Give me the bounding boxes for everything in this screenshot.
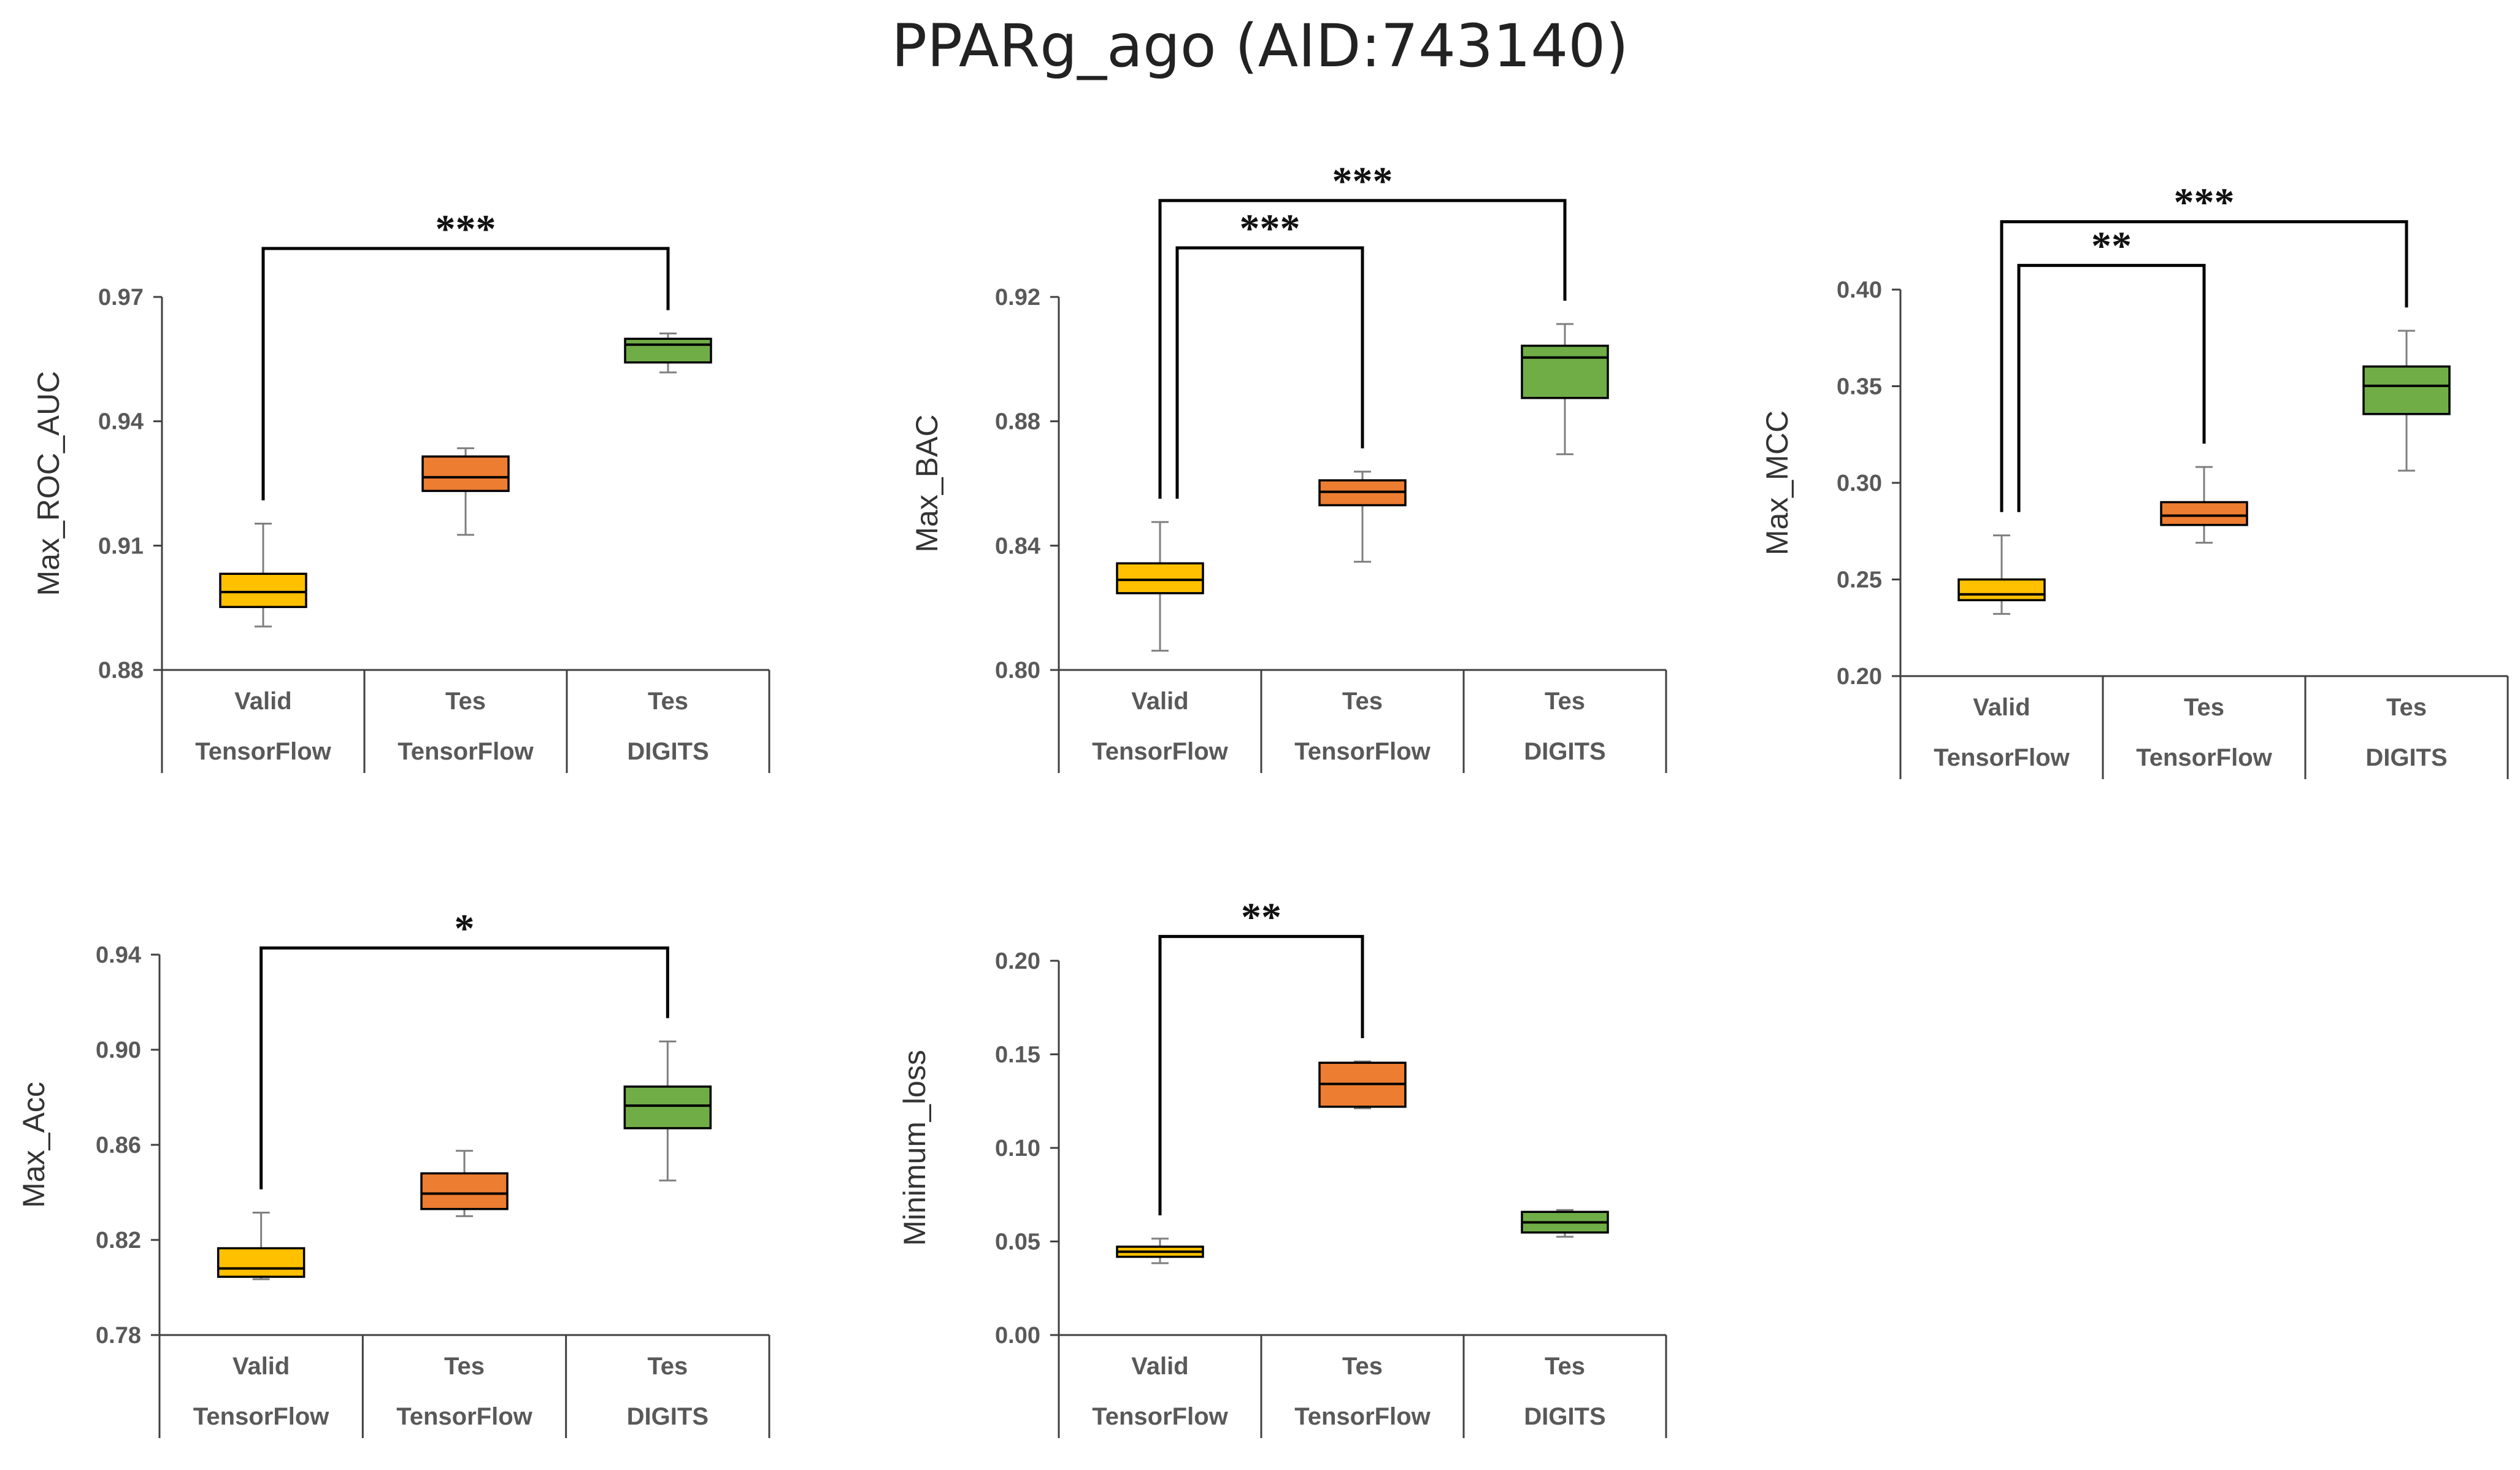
category-label-bottom: DIGITS: [1524, 1403, 1605, 1430]
significance-bracket: [259, 946, 669, 1190]
y-tick-label: 0.35: [1837, 374, 1882, 400]
significance-bracket: [1158, 199, 1567, 499]
y-tick-label: 0.05: [995, 1229, 1040, 1255]
y-tick-label: 0.40: [1837, 277, 1882, 303]
y-tick-label: 0.97: [98, 285, 144, 310]
y-tick-label: 0.30: [1837, 471, 1882, 496]
category-label-top: Tes: [1342, 688, 1383, 715]
y-tick-label: 0.92: [995, 285, 1040, 310]
box-2: [1521, 344, 1609, 399]
category-label-top: Tes: [2184, 694, 2224, 721]
category-label-top: Tes: [444, 1353, 485, 1380]
category-label-bottom: TensorFlow: [1294, 738, 1431, 765]
category-label-bottom: TensorFlow: [1092, 738, 1228, 765]
category-label-top: Tes: [647, 1353, 688, 1380]
significance-bracket: [2017, 264, 2206, 512]
box-1: [421, 455, 510, 492]
category-label-top: Tes: [648, 688, 688, 715]
panel-bac: 0.80 0.84 0.88 0.92 Max_BAC Valid TensorFlow Te…: [910, 159, 1667, 773]
panel-mcc: 0.20 0.25 0.30 0.35 0.40 Max_MCC Valid TensorFl…: [1760, 180, 2509, 779]
category-label-top: Tes: [1545, 688, 1585, 715]
y-tick-label: 0.00: [995, 1323, 1040, 1349]
y-tick-label: 0.78: [96, 1323, 141, 1349]
category-label-top: Valid: [234, 688, 291, 715]
y-tick-label: 0.15: [995, 1042, 1040, 1068]
category-label-bottom: TensorFlow: [398, 738, 534, 765]
category-label-top: Tes: [2386, 694, 2427, 721]
category-label-top: Valid: [1973, 694, 2030, 721]
y-tick-label: 0.91: [98, 533, 144, 559]
y-tick-label: 0.90: [96, 1037, 141, 1063]
y-tick-label: 0.94: [96, 942, 141, 968]
significance-bracket: [261, 247, 670, 501]
category-label-top: Tes: [445, 688, 486, 715]
y-axis-title: Max_ROC_AUC: [31, 371, 66, 596]
box-1: [420, 1172, 509, 1210]
y-tick-label: 0.20: [1837, 664, 1882, 690]
significance-bracket: [2000, 220, 2408, 512]
category-label-bottom: TensorFlow: [195, 738, 331, 765]
figure-title: PPARg_ago (AID:743140): [891, 12, 1629, 80]
box-0: [219, 572, 307, 609]
y-tick-label: 0.88: [995, 409, 1040, 435]
category-label-bottom: DIGITS: [1524, 738, 1605, 765]
box-0: [1116, 562, 1204, 595]
y-tick-label: 0.20: [995, 949, 1040, 974]
y-tick-label: 0.84: [995, 533, 1040, 559]
category-label-bottom: TensorFlow: [1092, 1403, 1228, 1430]
y-axis-title: Max_MCC: [1760, 410, 1794, 555]
category-label-bottom: TensorFlow: [396, 1403, 532, 1430]
category-label-top: Tes: [1545, 1353, 1585, 1380]
significance-label: ***: [436, 207, 496, 252]
significance-label: ***: [2174, 180, 2235, 225]
y-axis-title: Minimum_loss: [897, 1050, 932, 1246]
box-0: [1957, 578, 2046, 601]
box-2: [623, 1085, 712, 1129]
box-2: [2362, 365, 2451, 415]
category-label-top: Valid: [232, 1353, 290, 1380]
panel-min-loss: 0.00 0.05 0.10 0.15 0.20 Minimum_loss Valid Ten…: [897, 895, 1667, 1438]
category-label-bottom: DIGITS: [627, 738, 709, 765]
y-tick-label: 0.10: [995, 1136, 1040, 1161]
category-label-bottom: TensorFlow: [193, 1403, 329, 1430]
significance-bracket: [1175, 246, 1364, 499]
box-0: [217, 1247, 305, 1278]
category-label-bottom: TensorFlow: [2136, 744, 2272, 771]
significance-label: **: [1241, 895, 1281, 939]
y-tick-label: 0.94: [98, 409, 144, 435]
category-label-bottom: DIGITS: [2365, 744, 2447, 771]
y-tick-label: 0.88: [98, 658, 144, 683]
panel-roc-auc: 0.88 0.91 0.94 0.97 Max_ROC_AUC Valid TensorFl…: [31, 207, 770, 773]
y-tick-label: 0.86: [96, 1133, 141, 1158]
category-label-top: Valid: [1131, 688, 1188, 715]
category-label-bottom: TensorFlow: [1934, 744, 2070, 771]
significance-bracket: [1158, 934, 1364, 1215]
y-axis-title: Max_BAC: [910, 414, 944, 552]
significance-label: *: [455, 906, 475, 951]
significance-label: **: [2091, 224, 2132, 269]
y-axis-title: Max_Acc: [17, 1082, 51, 1208]
category-label-top: Tes: [1342, 1353, 1383, 1380]
y-tick-label: 0.25: [1837, 568, 1882, 593]
panel-acc: 0.78 0.82 0.86 0.90 0.94 Max_Acc Valid TensorFl…: [17, 906, 770, 1438]
category-label-bottom: TensorFlow: [1294, 1403, 1431, 1430]
category-label-top: Valid: [1131, 1353, 1188, 1380]
y-tick-label: 0.82: [96, 1228, 141, 1253]
significance-label: ***: [1240, 206, 1300, 251]
y-tick-label: 0.80: [995, 658, 1040, 683]
significance-label: ***: [1332, 159, 1393, 204]
category-label-bottom: DIGITS: [627, 1403, 709, 1430]
box-2: [624, 337, 712, 364]
box-1: [2160, 501, 2248, 526]
